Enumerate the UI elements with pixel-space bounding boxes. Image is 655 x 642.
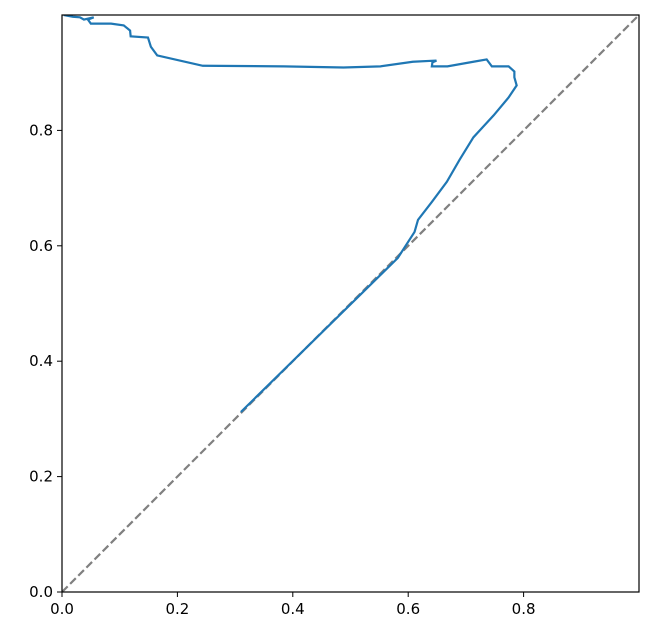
- y-tick-label: 0.6: [29, 237, 53, 255]
- x-tick-label: 0.4: [281, 600, 305, 618]
- x-tick-label: 0.2: [165, 600, 189, 618]
- data-line: [63, 15, 518, 413]
- y-tick-label: 0.4: [29, 352, 53, 370]
- x-tick-label: 0.0: [50, 600, 74, 618]
- x-tick-label: 0.6: [396, 600, 420, 618]
- y-tick-label: 0.0: [29, 583, 53, 601]
- y-tick-label: 0.2: [29, 468, 53, 486]
- y-tick-label: 0.8: [29, 121, 53, 139]
- plot-frame: [61, 14, 640, 593]
- x-tick-label: 0.8: [512, 600, 536, 618]
